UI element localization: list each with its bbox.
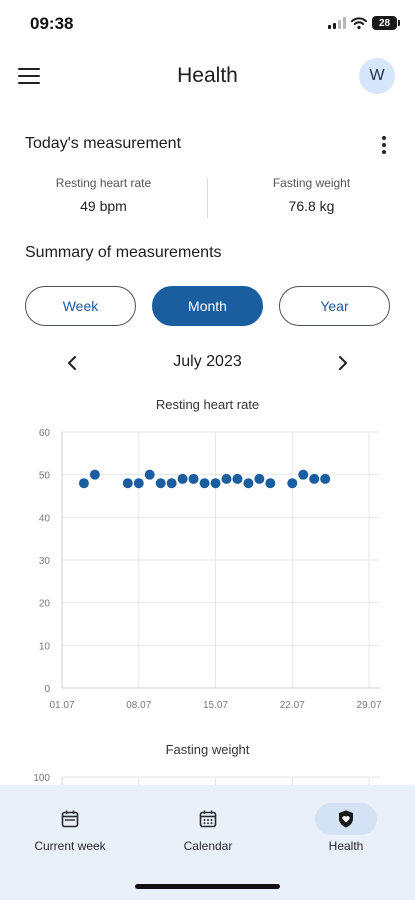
status-time: 09:38 bbox=[30, 14, 74, 33]
data-point bbox=[188, 473, 199, 484]
nav-health[interactable]: Health bbox=[286, 803, 406, 863]
x-tick-label: 22.07 bbox=[280, 700, 305, 711]
y-tick-label: 40 bbox=[39, 513, 51, 524]
data-point bbox=[254, 473, 265, 484]
y-tick-label: 20 bbox=[39, 599, 51, 610]
today-title: Today's measurement bbox=[25, 135, 182, 152]
data-point bbox=[133, 478, 144, 489]
heart-shield-icon bbox=[339, 810, 353, 828]
chevron-left-icon bbox=[68, 356, 76, 370]
nav-calendar-label: Calendar bbox=[183, 839, 233, 853]
more-options-icon[interactable] bbox=[381, 136, 387, 154]
nav-current-week-label: Current week bbox=[34, 839, 106, 853]
battery-level: 28 bbox=[378, 17, 391, 29]
nav-current-week[interactable]: Current week bbox=[10, 803, 130, 863]
data-point bbox=[122, 478, 133, 489]
segment-week[interactable]: Week bbox=[25, 286, 136, 326]
data-point bbox=[199, 478, 210, 489]
resting-hr-label: Resting heart rate bbox=[55, 176, 152, 190]
home-indicator bbox=[135, 884, 280, 889]
weight-chart-title: Fasting weight bbox=[165, 742, 250, 757]
segment-month[interactable]: Month bbox=[152, 286, 263, 326]
status-icons: 28 bbox=[328, 16, 400, 30]
nav-pill bbox=[39, 803, 101, 835]
wifi-icon bbox=[351, 17, 367, 29]
x-tick-label: 08.07 bbox=[126, 700, 151, 711]
data-point bbox=[177, 473, 188, 484]
x-tick-label: 15.07 bbox=[203, 700, 228, 711]
data-point bbox=[210, 478, 221, 489]
y-tick-label: 30 bbox=[39, 556, 51, 567]
fasting-weight-label: Fasting weight bbox=[272, 176, 351, 190]
calendar-icon bbox=[199, 810, 217, 828]
page-title: Health bbox=[177, 64, 238, 87]
calendar-week-icon bbox=[61, 810, 79, 828]
chevron-right-icon bbox=[339, 356, 347, 370]
next-period-button[interactable] bbox=[328, 350, 358, 376]
fasting-weight-value: 76.8 kg bbox=[288, 198, 335, 214]
data-point bbox=[166, 478, 177, 489]
resting-heart-rate-card: Resting heart rate 49 bpm bbox=[0, 176, 207, 214]
app-header: Health W bbox=[0, 52, 415, 102]
data-point bbox=[155, 478, 166, 489]
y-tick-label: 0 bbox=[44, 684, 50, 695]
x-tick-label: 29.07 bbox=[357, 700, 382, 711]
today-measurements: Resting heart rate 49 bpm Fasting weight… bbox=[0, 176, 415, 218]
period-navigator: July 2023 bbox=[0, 350, 415, 376]
divider bbox=[207, 178, 208, 218]
data-point bbox=[298, 469, 309, 480]
heart-rate-chart: 0 10 20 30 40 50 60 01.07 08.07 15.07 22.07 29.07 bbox=[39, 428, 382, 711]
resting-hr-value: 49 bpm bbox=[80, 198, 127, 214]
y-tick-label: 60 bbox=[39, 428, 51, 439]
nav-pill-active bbox=[315, 803, 377, 835]
x-tick-label: 01.07 bbox=[49, 700, 74, 711]
y-tick-label: 10 bbox=[39, 641, 51, 652]
menu-icon[interactable] bbox=[18, 66, 40, 86]
data-point bbox=[265, 478, 276, 489]
data-point bbox=[243, 478, 254, 489]
data-point bbox=[89, 469, 100, 480]
signal-icon bbox=[328, 17, 346, 29]
period-segmented-control: Week Month Year bbox=[25, 286, 391, 326]
status-bar: 09:38 28 bbox=[0, 0, 415, 48]
bottom-navigation: Current week Calendar Health bbox=[0, 785, 415, 900]
today-section-header: Today's measurement bbox=[25, 135, 395, 157]
nav-health-label: Health bbox=[328, 839, 364, 853]
data-point bbox=[309, 473, 320, 484]
battery-icon: 28 bbox=[372, 16, 400, 30]
data-point bbox=[232, 473, 243, 484]
nav-pill bbox=[177, 803, 239, 835]
data-point bbox=[221, 473, 232, 484]
summary-title: Summary of measurements bbox=[25, 244, 222, 261]
data-point bbox=[78, 478, 89, 489]
y-tick-label: 50 bbox=[39, 471, 51, 482]
avatar[interactable]: W bbox=[359, 58, 395, 94]
previous-period-button[interactable] bbox=[57, 350, 87, 376]
data-point bbox=[320, 473, 331, 484]
fasting-weight-card: Fasting weight 76.8 kg bbox=[208, 176, 415, 214]
heart-rate-chart-title: Resting heart rate bbox=[155, 397, 260, 412]
data-point bbox=[287, 478, 298, 489]
segment-year[interactable]: Year bbox=[279, 286, 390, 326]
nav-calendar[interactable]: Calendar bbox=[148, 803, 268, 863]
data-point bbox=[144, 469, 155, 480]
y-tick-label: 100 bbox=[33, 773, 50, 784]
